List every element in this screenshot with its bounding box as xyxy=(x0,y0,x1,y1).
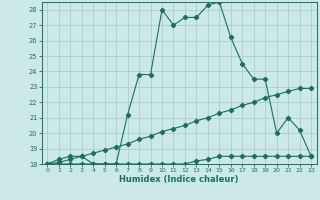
X-axis label: Humidex (Indice chaleur): Humidex (Indice chaleur) xyxy=(119,175,239,184)
